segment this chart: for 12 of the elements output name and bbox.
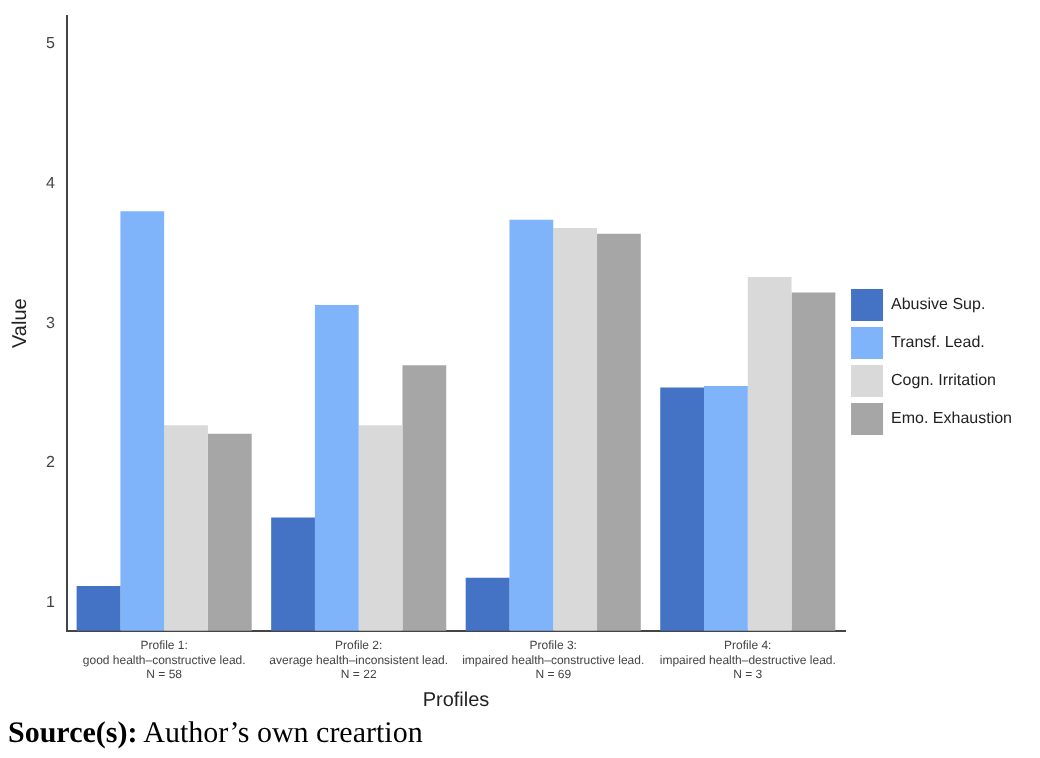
x-axis-title: Profiles [422,689,490,712]
source-note: Source(s): Author’s own creartion [8,716,425,752]
legend-label: Emo. Exhaustion [891,409,1013,428]
y-axis-title: Value [9,297,32,349]
legend-label: Abusive Sup. [891,295,986,314]
y-tick-label: 1 [45,593,56,612]
y-tick-label: 5 [45,33,56,52]
y-tick-label: 2 [45,453,56,472]
y-tick-label: 3 [45,313,56,332]
legend-label: Transf. Lead. [891,333,985,352]
y-tick-label: 4 [45,173,56,192]
legend-label: Cogn. Irritation [891,371,996,390]
